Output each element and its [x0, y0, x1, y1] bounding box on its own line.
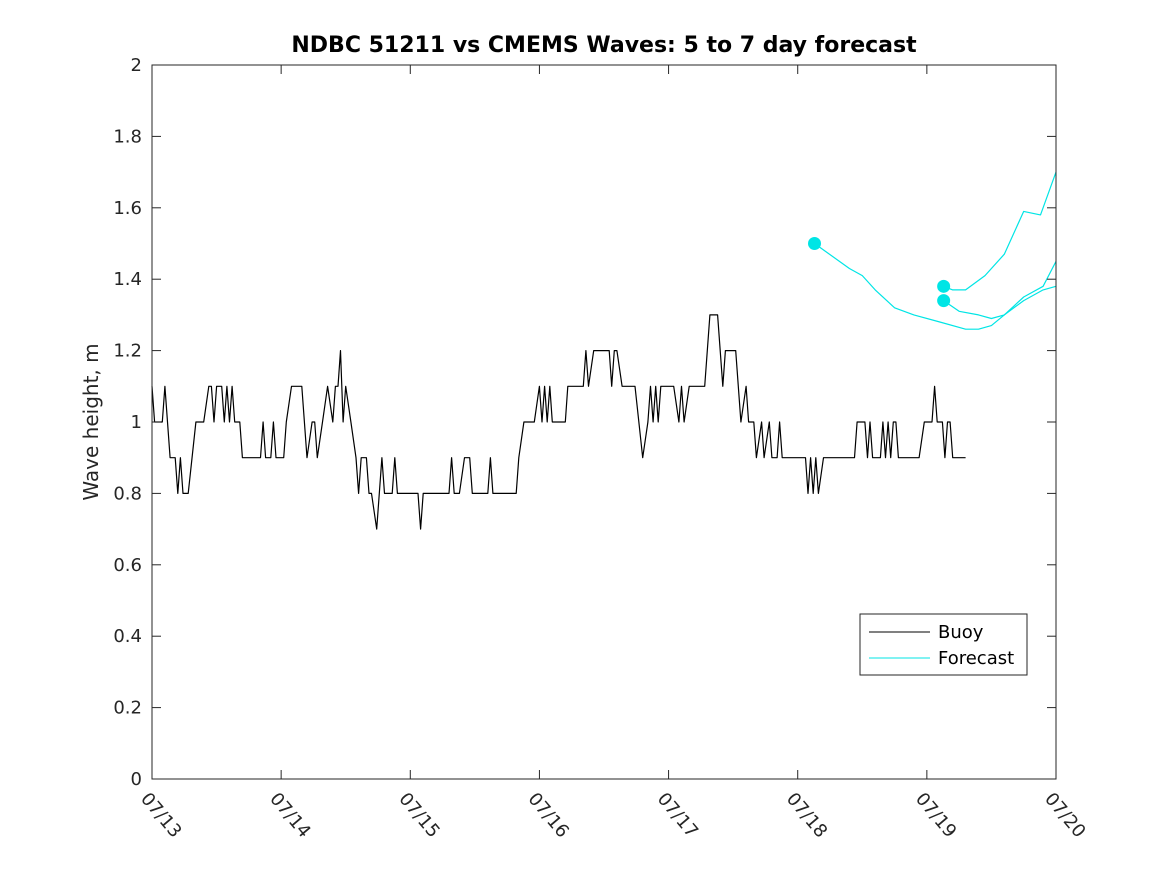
x-tick-label: 07/18: [782, 789, 831, 842]
y-tick-label: 1.6: [113, 198, 142, 219]
forecast-line-1: [814, 243, 1057, 330]
x-tick-label: 07/19: [911, 789, 960, 842]
y-tick-label: 0: [131, 769, 142, 790]
forecast-line-3: [943, 261, 1057, 320]
forecast-start-marker-2: [937, 279, 951, 293]
y-tick-label: 0.2: [113, 698, 142, 719]
chart-title: NDBC 51211 vs CMEMS Waves: 5 to 7 day fo…: [291, 33, 917, 58]
y-axis-label: Wave height, m: [79, 343, 103, 500]
x-tick-label: 07/16: [524, 789, 573, 842]
axes: 0 0.2 0.4 0.6 0.8 1 1.2 1.4 1.6 1.8 2 07/13 07/14 07/…: [113, 55, 1089, 842]
y-tick-label: 0.6: [113, 555, 142, 576]
buoy-line-0: [151, 314, 966, 530]
legend-forecast-label: Forecast: [938, 648, 1014, 669]
y-tick-label: 1.8: [113, 126, 142, 147]
legend-buoy-label: Buoy: [938, 622, 984, 643]
y-tick-label: 1.4: [113, 269, 142, 290]
legend: Buoy Forecast: [859, 613, 1028, 676]
y-tick-label: 0.8: [113, 483, 142, 504]
forecast-start-marker-1: [808, 237, 822, 250]
x-tick-label: 07/17: [653, 789, 702, 842]
y-tick-label: 2: [131, 55, 142, 76]
legend-box: [859, 613, 1028, 676]
x-tick-label: 07/20: [1040, 789, 1089, 842]
x-tick-label: 07/14: [265, 789, 314, 842]
forecast-start-marker-3: [937, 294, 951, 308]
y-tick-label: 1.2: [113, 341, 142, 362]
forecast-line-2: [943, 171, 1057, 291]
plot-area: [151, 171, 1057, 530]
x-tick-label: 07/15: [394, 789, 443, 842]
y-tick-label: 1: [131, 412, 142, 433]
x-tick-label: 07/13: [136, 789, 185, 842]
y-tick-label: 0.4: [113, 626, 142, 647]
